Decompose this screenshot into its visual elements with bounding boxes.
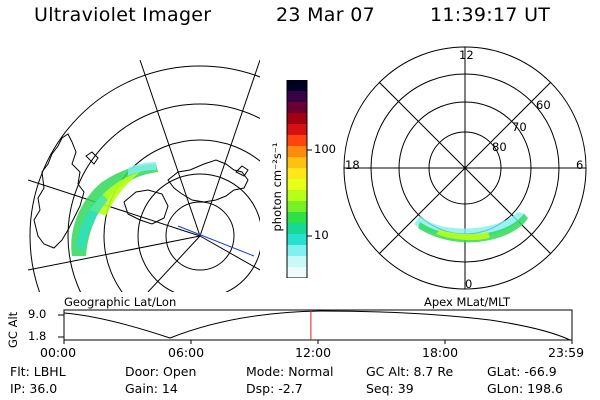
colorbar-stripe: [287, 267, 307, 278]
lat-circle: [29, 65, 260, 292]
colorbar-stripe: [287, 91, 307, 103]
colorbar-stripe: [287, 135, 307, 147]
filter-value: Flt: LBHL: [10, 364, 66, 379]
timeline-xtick: 06:00: [168, 345, 205, 360]
mag-panel-title: Apex MLat/MLT: [424, 295, 511, 309]
geo-panel-title: Geographic Lat/Lon: [64, 295, 177, 309]
colorbar-stripe: [287, 212, 307, 224]
colorbar-stripe: [287, 80, 307, 92]
lat-circle: [67, 103, 260, 292]
meridian-line: [28, 235, 201, 271]
colorbar-stripe: [287, 113, 307, 125]
terminator-line: [177, 225, 255, 257]
timeline-ytick: 1.8: [28, 329, 47, 343]
mlt-label-6: 6: [576, 158, 584, 172]
timeline-ylabel: GC Alt: [6, 311, 20, 348]
timeline-xtick: 12:00: [295, 345, 332, 360]
colorbar-stripe: [287, 201, 307, 213]
colorbar-tick-label: 100: [314, 142, 336, 156]
colorbar: [286, 80, 312, 278]
glon-value: GLon: 198.6: [487, 381, 563, 396]
mlt-label-18: 18: [345, 158, 360, 172]
timeline-xtick: 23:59: [548, 345, 585, 360]
colorbar-stripe: [287, 124, 307, 136]
mlt-line: [378, 81, 552, 255]
colorbar-stripe: [287, 168, 307, 180]
mode-value: Mode: Normal: [246, 364, 334, 379]
lat-circle: [103, 139, 260, 292]
altitude-curve: [63, 310, 571, 341]
dsp-value: Dsp: -2.7: [246, 381, 303, 396]
lat-circle: [165, 201, 235, 271]
colorbar-stripe: [287, 256, 307, 268]
timeline-ytick: 9.0: [28, 307, 47, 321]
altitude-timeline: [58, 309, 573, 344]
colorbar-stripe: [287, 245, 307, 257]
mlt-label-0: 0: [465, 277, 473, 291]
meridian-line: [139, 60, 201, 237]
timeline-frame: [63, 309, 573, 341]
meridian-line: [28, 179, 201, 237]
mlt-label-12: 12: [459, 48, 474, 62]
glat-value: GLat: -66.9: [487, 364, 557, 379]
colorbar-stripe: [287, 234, 307, 246]
timeline-xtick: 18:00: [422, 345, 459, 360]
colorbar-stripe: [287, 223, 307, 235]
colorbar-stripe: [287, 190, 307, 202]
geographic-map: [28, 60, 260, 292]
meridian-line: [147, 235, 201, 292]
aurora-oval-geographic: [71, 162, 158, 256]
colorbar-tick-label: 10: [314, 228, 329, 242]
gain-value: Gain: 14: [125, 381, 178, 396]
instrument-title: Ultraviolet Imager: [34, 4, 212, 26]
door-status: Door: Open: [125, 364, 197, 379]
meridian-line: [199, 235, 260, 271]
aurora-oval-magnetic: [414, 212, 528, 243]
colorbar-stripe: [287, 157, 307, 169]
coastline: [33, 133, 249, 249]
colorbar-stripe: [287, 146, 307, 158]
seq-value: Seq: 39: [366, 381, 414, 396]
colorbar-unit-label: photon cm⁻²s⁻¹: [270, 142, 284, 232]
meridian-line: [199, 60, 260, 237]
magnetic-polar-map: [343, 46, 587, 290]
ip-value: IP: 36.0: [10, 381, 58, 396]
lat-circle: [137, 173, 260, 292]
mlat-label-80: 80: [492, 140, 507, 154]
date-label: 23 Mar 07: [276, 4, 375, 26]
gc-alt-value: GC Alt: 8.7 Re: [366, 364, 454, 379]
colorbar-stripe: [287, 179, 307, 191]
mlat-label-60: 60: [536, 98, 551, 112]
time-label: 11:39:17 UT: [430, 4, 551, 26]
mlat-label-70: 70: [512, 120, 527, 134]
colorbar-stripe: [287, 102, 307, 114]
timeline-xtick: 00:00: [40, 345, 77, 360]
